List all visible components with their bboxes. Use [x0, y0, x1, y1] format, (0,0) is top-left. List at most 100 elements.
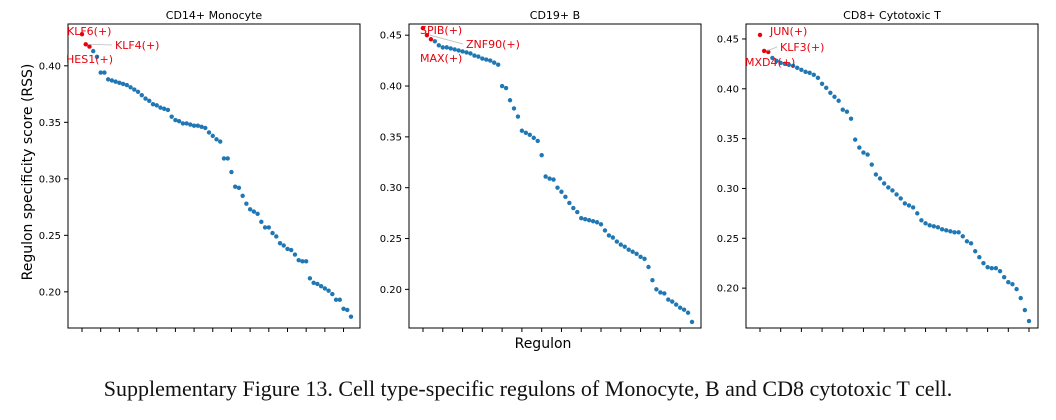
- data-point: [147, 98, 152, 104]
- data-point: [285, 246, 290, 252]
- data-point: [444, 45, 449, 50]
- regulon-label: ZNF90(+): [466, 38, 520, 51]
- data-point: [563, 194, 568, 200]
- data-point: [218, 139, 223, 144]
- data-point: [296, 257, 301, 263]
- data-point: [165, 107, 171, 113]
- data-point: [515, 114, 521, 119]
- data-point: [206, 130, 212, 135]
- y-tick-label: 0.35: [380, 132, 402, 143]
- highlight-point: [424, 32, 430, 38]
- data-point: [977, 255, 982, 260]
- data-point: [989, 265, 994, 271]
- data-point: [666, 297, 671, 302]
- data-point: [614, 239, 620, 244]
- data-point: [919, 218, 924, 223]
- highlight-point: [79, 31, 85, 37]
- x-axis-label: Regulon: [515, 336, 572, 352]
- y-tick-label: 0.45: [380, 31, 402, 42]
- data-point: [840, 107, 845, 112]
- regulon-label: MXD4(+): [745, 56, 795, 69]
- data-point: [981, 261, 986, 266]
- data-point: [440, 45, 445, 50]
- data-point: [169, 114, 174, 119]
- data-point: [799, 67, 804, 73]
- data-point: [109, 78, 115, 83]
- y-tick-label: 0.25: [380, 234, 402, 245]
- highlight-point: [87, 44, 92, 49]
- data-point: [143, 96, 148, 101]
- data-point: [311, 280, 316, 285]
- y-tick-label: 0.40: [717, 84, 739, 95]
- data-point: [292, 252, 298, 257]
- data-point: [495, 62, 501, 67]
- data-point: [646, 264, 651, 270]
- highlight-point: [83, 42, 88, 47]
- data-point: [251, 209, 257, 214]
- data-point: [221, 156, 227, 161]
- data-point: [188, 122, 193, 127]
- data-point: [819, 81, 825, 87]
- y-tick-label: 0.20: [380, 285, 402, 296]
- data-point: [345, 307, 350, 313]
- data-point: [289, 247, 294, 253]
- data-point: [341, 306, 346, 311]
- data-point: [964, 239, 970, 244]
- data-point: [1001, 274, 1007, 280]
- label-leader-line: [766, 46, 778, 52]
- data-point: [567, 200, 572, 206]
- y-tick-label: 0.30: [39, 174, 61, 185]
- data-point: [468, 51, 473, 56]
- highlight-point: [428, 37, 434, 42]
- data-point: [571, 205, 576, 211]
- regulon-label: JUN(+): [769, 25, 807, 38]
- data-point: [519, 128, 525, 133]
- data-point: [836, 98, 841, 103]
- data-point: [598, 222, 604, 227]
- data-point: [547, 176, 552, 181]
- data-point: [586, 218, 592, 223]
- data-point: [844, 109, 850, 114]
- data-point: [790, 63, 796, 69]
- data-point: [861, 150, 866, 155]
- data-point: [480, 56, 485, 61]
- data-point: [886, 185, 891, 190]
- axes-frame: [67, 23, 361, 329]
- data-point: [303, 259, 309, 264]
- data-point: [511, 106, 517, 111]
- data-point: [575, 209, 580, 215]
- panel-cd8-cytotoxic-t: CD8+ Cytotoxic T 0.20 0.25 0.30 0.35 0.40 0.45…: [717, 9, 1039, 332]
- data-point: [865, 152, 870, 157]
- data-point: [786, 62, 792, 68]
- data-point: [890, 188, 895, 193]
- data-point: [300, 259, 305, 264]
- data-point: [1014, 286, 1019, 292]
- data-point: [654, 287, 659, 292]
- data-point: [956, 230, 961, 235]
- y-tick-label: 0.40: [39, 61, 61, 72]
- data-point: [811, 72, 816, 78]
- data-point: [770, 55, 775, 61]
- data-point: [1018, 295, 1023, 301]
- data-point: [610, 235, 616, 240]
- data-point: [161, 106, 167, 111]
- highlight-point: [761, 48, 767, 54]
- data-point: [782, 61, 788, 67]
- data-point: [685, 310, 691, 315]
- data-point: [214, 137, 219, 142]
- data-point: [778, 60, 783, 66]
- data-point: [527, 132, 533, 138]
- data-point: [948, 229, 953, 234]
- data-point: [1010, 281, 1015, 287]
- data-point: [274, 234, 279, 239]
- data-point: [307, 276, 313, 281]
- data-point: [927, 223, 932, 228]
- data-point: [492, 60, 497, 65]
- y-tick-label: 0.30: [380, 183, 402, 194]
- data-point: [915, 211, 920, 216]
- data-point: [869, 162, 874, 167]
- data-point: [594, 220, 600, 225]
- data-point: [333, 297, 339, 302]
- data-point: [774, 58, 779, 64]
- data-point: [117, 80, 122, 85]
